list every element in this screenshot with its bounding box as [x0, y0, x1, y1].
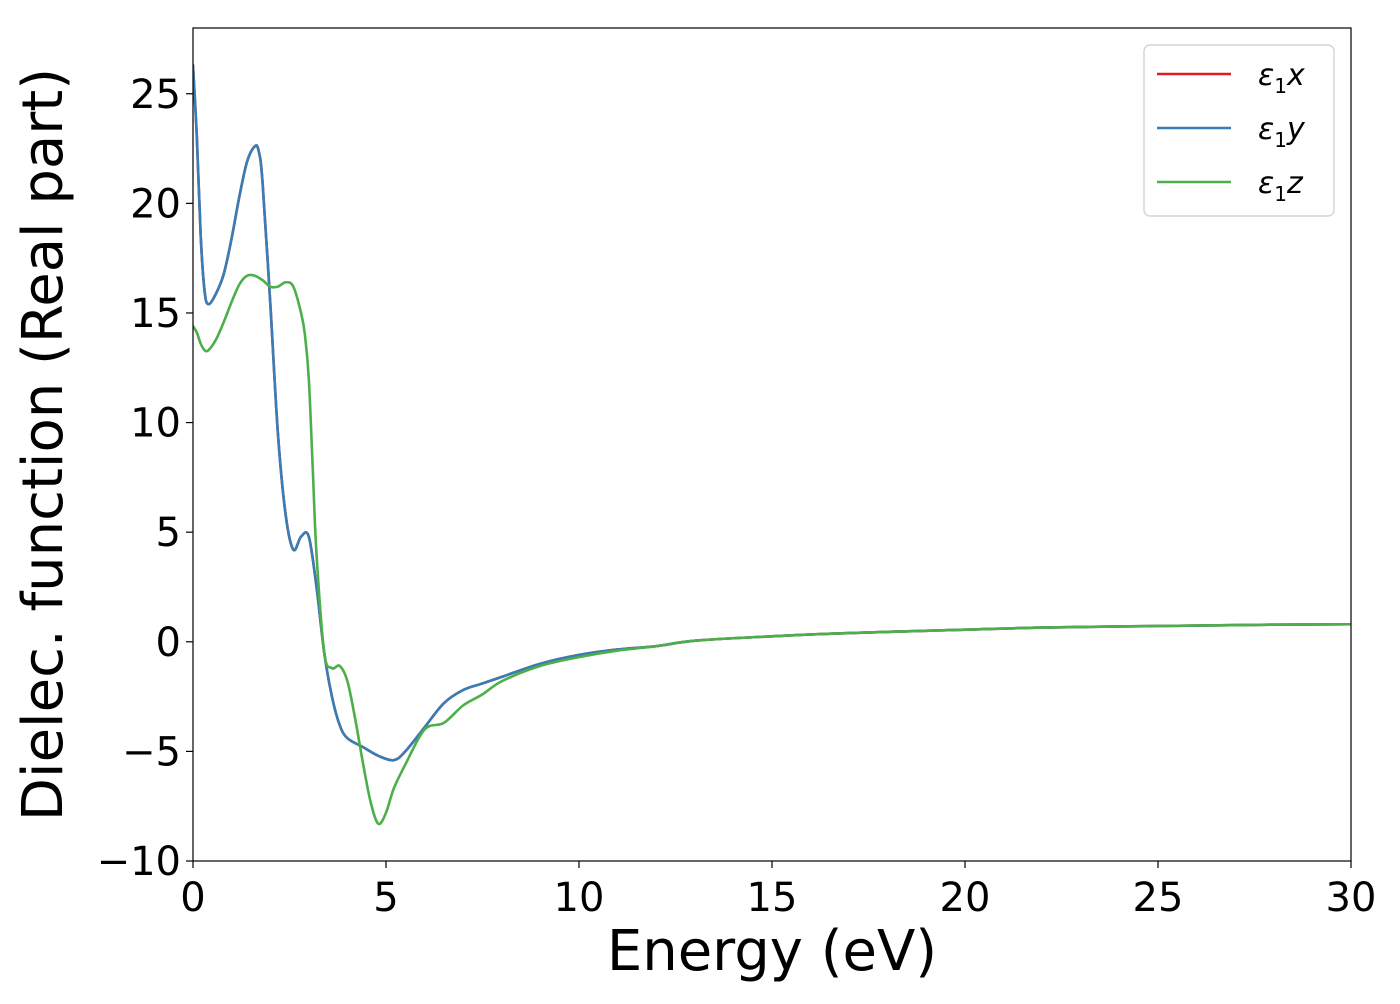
legend-label-variable: x — [1286, 58, 1305, 93]
y-tick-label: 10 — [130, 401, 181, 447]
x-tick-label: 15 — [747, 875, 798, 921]
series-layer — [193, 63, 1351, 826]
x-tick-label: 5 — [373, 875, 398, 921]
legend-label-subscript: 1 — [1274, 74, 1287, 98]
y-tick-label: 0 — [156, 620, 181, 666]
y-tick-label: 15 — [130, 291, 181, 337]
legend-item-z[interactable]: ε1z — [1157, 166, 1304, 206]
y-tick-label: 20 — [130, 181, 181, 227]
y-axis-title: Dielec. function (Real part) — [11, 68, 76, 821]
x-tick-label: 25 — [1133, 875, 1184, 921]
legend-label-symbol: ε — [1258, 112, 1274, 147]
y-tick-label: −10 — [97, 839, 181, 885]
y-tick-label: −5 — [122, 729, 181, 775]
x-axis-title: Energy (eV) — [607, 919, 937, 984]
legend-label-subscript: 1 — [1274, 182, 1287, 206]
legend-box — [1143, 44, 1335, 217]
legend-label: ε1x — [1258, 58, 1305, 98]
x-axis-ticks: 0 5 10 15 20 25 30 — [180, 861, 1376, 921]
legend-label-symbol: ε — [1258, 166, 1274, 201]
x-tick-label: 0 — [180, 875, 205, 921]
y-tick-label: 5 — [156, 510, 181, 556]
legend-label: ε1z — [1258, 166, 1304, 206]
series-line-z — [193, 273, 1351, 826]
y-axis-ticks: −10 −5 0 5 10 15 20 25 — [97, 72, 193, 885]
y-tick-label: 25 — [130, 72, 181, 118]
legend-label-symbol: ε — [1258, 58, 1274, 93]
legend-label-subscript: 1 — [1274, 128, 1287, 152]
x-tick-label: 20 — [940, 875, 991, 921]
x-tick-label: 10 — [554, 875, 605, 921]
legend-label: ε1y — [1258, 112, 1306, 152]
x-tick-label: 30 — [1326, 875, 1377, 921]
legend-item-x[interactable]: ε1x — [1157, 58, 1305, 98]
legend-label-variable: z — [1286, 166, 1304, 201]
legend-item-y[interactable]: ε1y — [1157, 112, 1306, 152]
legend-label-variable: y — [1286, 112, 1306, 147]
